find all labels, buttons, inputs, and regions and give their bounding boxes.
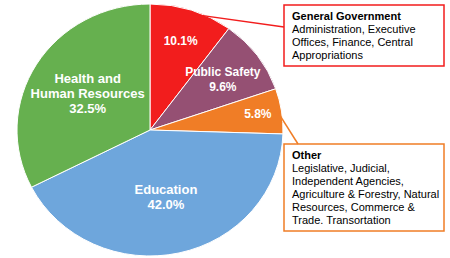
slices — [17, 4, 283, 256]
callout-line: Offices, Finance, Central — [292, 36, 413, 48]
callout-text: Legislative, Judicial,Independent Agenci… — [292, 162, 439, 226]
slice-name: Health andHuman Resources — [31, 71, 145, 101]
callout-line: Independent Agencies, — [292, 175, 404, 187]
callout-line: Trade. Transortation — [292, 214, 391, 226]
data-label: 9.6% — [209, 80, 237, 94]
slice-name-line: Human Resources — [31, 86, 145, 101]
connector — [278, 112, 298, 144]
slice-name-line: Health and — [54, 71, 121, 86]
connector — [190, 14, 284, 27]
callout-text: Administration, ExecutiveOffices, Financ… — [292, 23, 416, 61]
slice — [150, 89, 283, 134]
callouts: General GovernmentAdministration, Execut… — [190, 5, 444, 231]
data-label: 10.1% — [164, 34, 198, 48]
callout-box — [284, 144, 444, 231]
data-label: 42.0% — [148, 197, 185, 212]
labels: 10.1% Public Safety9.6% 5.8% Education42.0%… — [31, 34, 272, 212]
data-label: 32.5% — [69, 101, 106, 116]
data-label: 5.8% — [244, 107, 272, 121]
chart: 10.1% Public Safety9.6% 5.8% Education42.0%… — [0, 0, 450, 258]
callout-line: Administration, Executive — [292, 23, 416, 35]
callout-title: General Government — [292, 10, 401, 22]
slice-name-line: Public Safety — [185, 65, 261, 79]
slice-name: Education — [135, 182, 198, 197]
callout-line: Appropriations — [292, 49, 363, 61]
slice-name-line: Education — [135, 182, 198, 197]
slice-name: Public Safety — [185, 65, 261, 79]
callout-box — [284, 5, 444, 66]
callout-title: Other — [292, 149, 322, 161]
callout-line: Agriculture & Forestry, Natural — [292, 188, 439, 200]
callout-line: Resources, Commerce & — [292, 201, 416, 213]
callout-line: Legislative, Judicial, — [292, 162, 390, 174]
slice — [17, 4, 150, 187]
